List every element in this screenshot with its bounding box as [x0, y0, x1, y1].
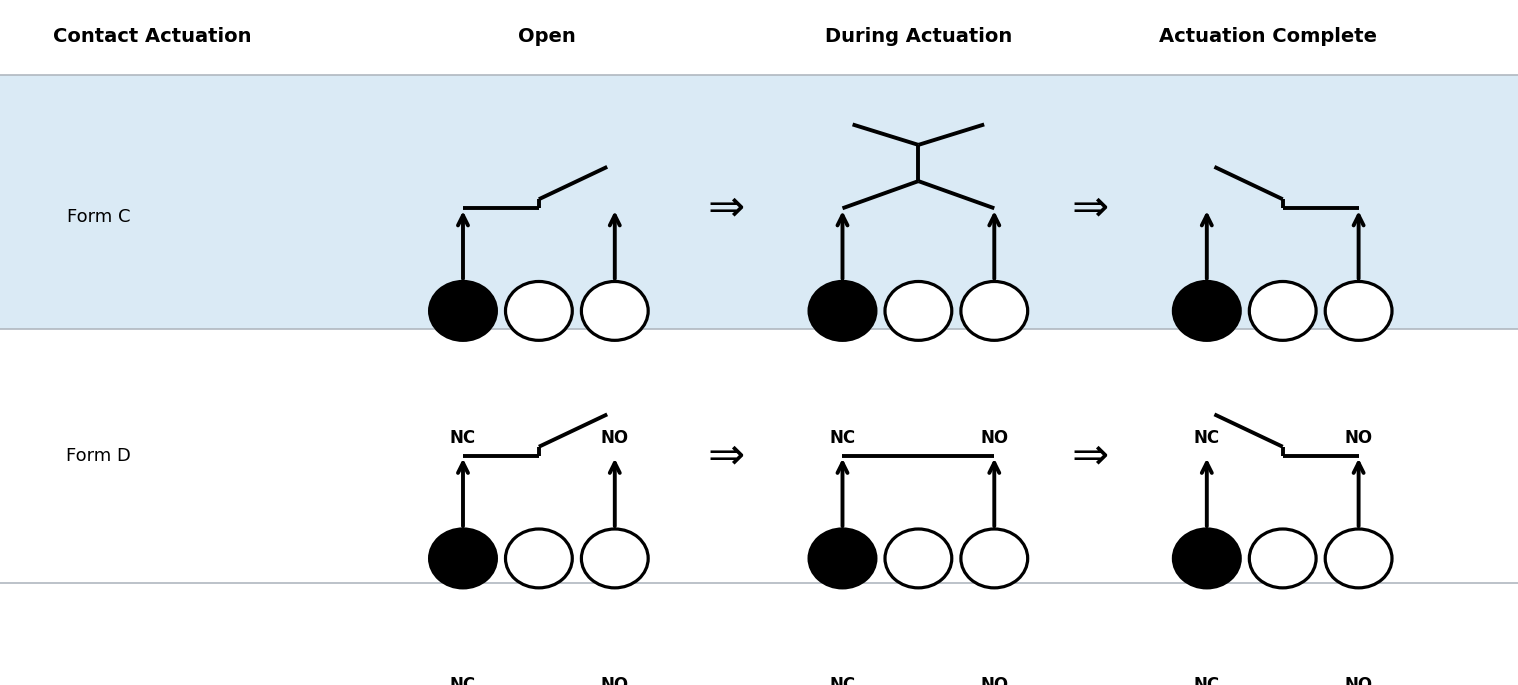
Text: During Actuation: During Actuation	[824, 27, 1013, 46]
Ellipse shape	[1249, 282, 1316, 340]
Text: NO: NO	[981, 676, 1008, 685]
Text: NC: NC	[1193, 429, 1220, 447]
FancyBboxPatch shape	[0, 75, 1518, 329]
Text: NC: NC	[449, 676, 477, 685]
Text: Form C: Form C	[67, 208, 131, 226]
Text: NO: NO	[981, 429, 1008, 447]
Ellipse shape	[430, 529, 496, 588]
Ellipse shape	[1173, 282, 1240, 340]
Text: NO: NO	[1345, 676, 1372, 685]
Text: ⇒: ⇒	[707, 187, 744, 229]
Ellipse shape	[885, 529, 952, 588]
Ellipse shape	[1249, 529, 1316, 588]
Text: ⇒: ⇒	[707, 434, 744, 477]
Ellipse shape	[961, 529, 1028, 588]
Ellipse shape	[581, 529, 648, 588]
Text: NC: NC	[829, 429, 856, 447]
Text: Open: Open	[518, 27, 575, 46]
Ellipse shape	[430, 282, 496, 340]
Text: NO: NO	[1345, 429, 1372, 447]
Ellipse shape	[505, 282, 572, 340]
Text: NC: NC	[1193, 676, 1220, 685]
Ellipse shape	[809, 282, 876, 340]
Text: ⇒: ⇒	[1072, 187, 1108, 229]
Text: Actuation Complete: Actuation Complete	[1158, 27, 1377, 46]
Ellipse shape	[1325, 529, 1392, 588]
Text: Form D: Form D	[67, 447, 131, 465]
Ellipse shape	[885, 282, 952, 340]
Text: NC: NC	[829, 676, 856, 685]
Text: ⇒: ⇒	[1072, 434, 1108, 477]
Text: NC: NC	[449, 429, 477, 447]
Ellipse shape	[581, 282, 648, 340]
Ellipse shape	[1325, 282, 1392, 340]
Ellipse shape	[505, 529, 572, 588]
Text: Contact Actuation: Contact Actuation	[53, 27, 250, 46]
Text: NO: NO	[601, 429, 628, 447]
Ellipse shape	[809, 529, 876, 588]
Ellipse shape	[1173, 529, 1240, 588]
Text: NO: NO	[601, 676, 628, 685]
Ellipse shape	[961, 282, 1028, 340]
